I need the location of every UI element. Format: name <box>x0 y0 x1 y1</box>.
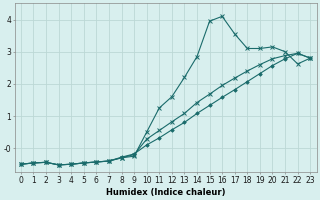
X-axis label: Humidex (Indice chaleur): Humidex (Indice chaleur) <box>106 188 225 197</box>
